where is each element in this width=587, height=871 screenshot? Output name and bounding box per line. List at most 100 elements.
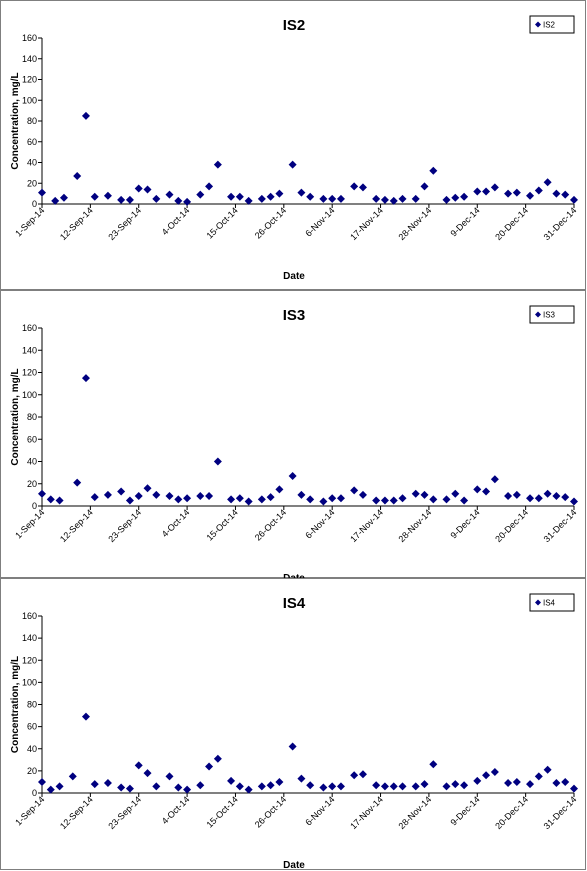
chart-title: IS3 (283, 307, 306, 324)
data-point-is3 (534, 494, 543, 503)
x-axis-title: Date (283, 860, 305, 871)
data-point-is2 (205, 182, 214, 191)
data-point-is4 (205, 762, 214, 771)
x-tick-label: 9-Dec-14 (448, 507, 481, 540)
data-point-is4 (152, 782, 161, 791)
data-point-is4 (174, 783, 183, 792)
x-tick-label: 31-Dec-14 (542, 205, 579, 242)
data-point-is3 (350, 486, 359, 495)
data-point-is4 (429, 760, 438, 769)
data-point-is3 (490, 475, 499, 484)
data-point-is4 (372, 781, 381, 790)
data-point-is4 (38, 777, 46, 786)
y-axis-title: Concentration, mg/L (10, 368, 21, 465)
data-point-is3 (482, 487, 491, 496)
y-tick-label: 60 (27, 722, 37, 732)
x-tick-label: 9-Dec-14 (448, 794, 481, 827)
data-point-is4 (213, 754, 222, 763)
data-point-is4 (306, 781, 315, 790)
data-point-is4 (125, 784, 134, 793)
legend-label: IS2 (543, 21, 556, 30)
chart-panel-is2: IS2 IS2 0 20 40 60 80 100 120 140 160 1-Sep-14 12-Se… (0, 0, 586, 290)
data-point-is3 (429, 495, 438, 504)
data-point-is2 (358, 183, 367, 192)
x-tick-label: 26-Oct-14 (253, 205, 288, 240)
legend: IS4 (529, 593, 575, 612)
data-point-is3 (451, 489, 460, 498)
x-tick-label: 20-Dec-14 (493, 205, 530, 242)
data-point-is3 (319, 497, 328, 506)
x-axis-title: Date (283, 271, 305, 282)
x-tick-label: 15-Oct-14 (204, 205, 239, 240)
data-point-is4 (490, 767, 499, 776)
data-point-is3 (543, 489, 552, 498)
x-tick-label: 6-Nov-14 (303, 507, 336, 540)
data-point-is4 (420, 780, 429, 789)
y-tick-label: 80 (27, 116, 37, 126)
y-tick-label: 120 (22, 655, 37, 665)
data-point-is3 (266, 493, 275, 502)
x-tick-label: 12-Sep-14 (58, 794, 95, 831)
data-point-is4 (68, 772, 77, 781)
data-point-is3 (473, 485, 482, 494)
y-tick-label: 40 (27, 158, 37, 168)
chart-panel-is4: IS4 IS4 0 20 40 60 80 100 120 140 160 1-Sep-14 12-Se… (0, 578, 586, 871)
x-tick-label: 4-Oct-14 (160, 205, 192, 237)
data-point-is4 (117, 783, 126, 792)
y-axis-title: Concentration, mg/L (10, 656, 21, 753)
data-point-is2 (420, 182, 429, 191)
data-point-is3 (398, 494, 407, 503)
x-tick-label: 26-Oct-14 (253, 507, 288, 542)
y-tick-label: 60 (27, 434, 37, 444)
data-point-is2 (297, 188, 306, 197)
data-point-is2 (152, 194, 161, 203)
y-tick-label: 120 (22, 368, 37, 378)
data-point-is4 (235, 782, 244, 791)
y-tick-label: 80 (27, 412, 37, 422)
data-point-is3 (306, 495, 315, 504)
data-point-is2 (482, 187, 491, 196)
data-point-is2 (213, 160, 222, 169)
data-point-is4 (442, 782, 451, 791)
x-tick-label: 15-Oct-14 (204, 794, 239, 829)
x-tick-label: 9-Dec-14 (448, 205, 481, 238)
data-point-is2 (244, 196, 253, 205)
data-point-is4 (389, 782, 398, 791)
data-point-is2 (73, 171, 82, 180)
data-point-is3 (389, 496, 398, 505)
legend-marker (535, 311, 541, 318)
data-point-is3 (460, 496, 469, 505)
data-point-is3 (143, 484, 152, 493)
data-point-is2 (429, 166, 438, 175)
data-point-is3 (328, 494, 337, 503)
y-tick-label: 140 (22, 54, 37, 64)
chart-is3: IS3 IS3 0 20 40 60 80 100 120 140 160 1-Sep-14 12-Se… (10, 305, 579, 579)
data-point-is3 (125, 496, 134, 505)
x-tick-label: 26-Oct-14 (253, 794, 288, 829)
x-tick-label: 23-Sep-14 (106, 507, 143, 544)
data-point-is4 (81, 712, 90, 721)
data-point-is2 (350, 182, 359, 191)
chart-is4: IS4 IS4 0 20 40 60 80 100 120 140 160 1-Sep-14 12-Se… (10, 593, 578, 871)
data-point-is4 (512, 777, 521, 786)
x-tick-label: 31-Dec-14 (542, 507, 579, 544)
data-point-is4 (90, 780, 99, 789)
data-point-is2 (38, 188, 46, 197)
x-tick-label: 1-Sep-14 (13, 205, 46, 238)
y-tick-label: 160 (22, 323, 37, 333)
data-point-is2 (561, 190, 570, 199)
data-point-is4 (134, 761, 143, 770)
legend: IS3 (529, 305, 575, 324)
x-tick-label: 23-Sep-14 (106, 794, 143, 831)
data-point-is3 (275, 485, 284, 494)
data-point-is4 (561, 777, 570, 786)
data-point-is2 (380, 195, 389, 204)
y-tick-label: 0 (32, 788, 37, 798)
x-tick-label: 28-Nov-14 (397, 205, 434, 242)
data-point-is2 (442, 195, 451, 204)
legend-marker (535, 21, 541, 28)
data-point-is2 (473, 187, 482, 196)
data-point-is2 (227, 192, 236, 201)
y-tick-label: 160 (22, 611, 37, 621)
data-point-is4 (297, 774, 306, 783)
